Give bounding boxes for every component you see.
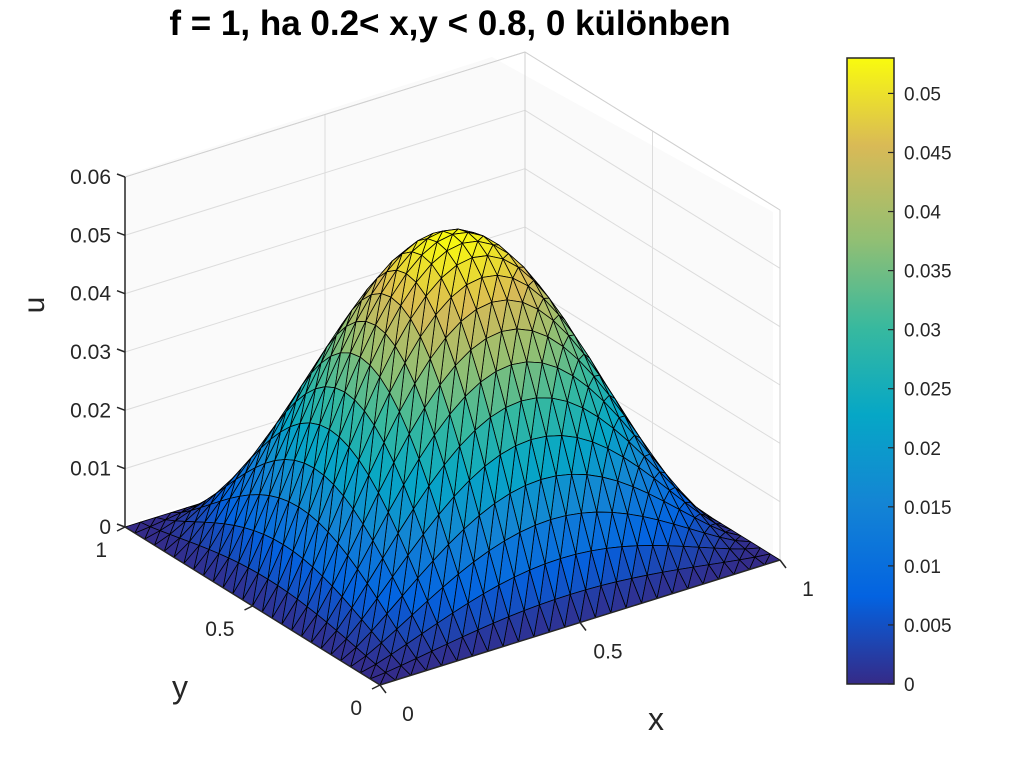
colorbar-tick-label: 0.01 [904, 557, 941, 578]
z-tick [116, 348, 126, 353]
y-tick-label: 0.5 [205, 618, 234, 641]
z-tick [116, 173, 126, 178]
z-axis-label: u [18, 297, 51, 314]
y-tick [371, 684, 381, 690]
colorbar-tick-label: 0 [904, 675, 915, 696]
z-tick-label: 0.06 [70, 166, 111, 189]
colorbar-tick-label: 0.04 [904, 203, 941, 224]
colorbar-tick-label: 0.025 [904, 380, 952, 401]
z-tick [116, 406, 126, 412]
colorbar-tick-label: 0.015 [904, 498, 952, 519]
y-tick-label: 0 [350, 697, 362, 720]
colorbar-tick-label: 0.02 [904, 439, 941, 460]
chart-title: f = 1, ha 0.2< x,y < 0.8, 0 különben [169, 4, 731, 43]
y-axis-label: y [172, 669, 188, 705]
z-tick [116, 289, 126, 295]
z-axis: 0 0.01 0.02 0.03 0.04 0.05 0.06 u [18, 166, 126, 539]
y-tick [244, 605, 253, 611]
z-tick-label: 0 [99, 516, 111, 539]
box-edge [124, 51, 526, 178]
y-tick [116, 526, 126, 532]
colorbar: 0 0.005 0.01 0.015 0.02 0.025 0.03 0.035 0.04 0.0… [846, 57, 952, 696]
surface-mesh [124, 228, 781, 686]
z-tick-label: 0.02 [70, 399, 111, 422]
z-tick [116, 231, 126, 237]
colorbar-tick-label: 0.045 [904, 143, 952, 164]
x-axis-label: x [648, 701, 664, 737]
z-tick-label: 0.04 [70, 283, 111, 306]
x-tick [779, 559, 787, 569]
colorbar-tick-label: 0.035 [904, 262, 952, 283]
colorbar-gradient [846, 57, 895, 685]
z-tick-label: 0.05 [70, 224, 111, 247]
colorbar-tick-label: 0.03 [904, 321, 941, 342]
z-tick [116, 464, 126, 470]
colorbar-tick-label: 0.005 [904, 616, 952, 637]
x-axis: 0 0.5 1 x [379, 559, 814, 737]
colorbar-tick-label: 0.05 [904, 84, 941, 105]
x-tick [579, 622, 587, 631]
x-tick-label: 1 [802, 578, 814, 601]
y-tick-label: 1 [95, 539, 107, 562]
z-tick-label: 0.01 [70, 458, 111, 481]
x-tick [379, 684, 387, 694]
x-tick-label: 0 [402, 703, 414, 726]
z-tick [116, 523, 126, 528]
z-tick-label: 0.03 [70, 341, 111, 364]
x-tick-label: 0.5 [593, 641, 622, 664]
box-edge [524, 51, 781, 211]
y-axis: 0 0.5 1 y [95, 526, 381, 720]
